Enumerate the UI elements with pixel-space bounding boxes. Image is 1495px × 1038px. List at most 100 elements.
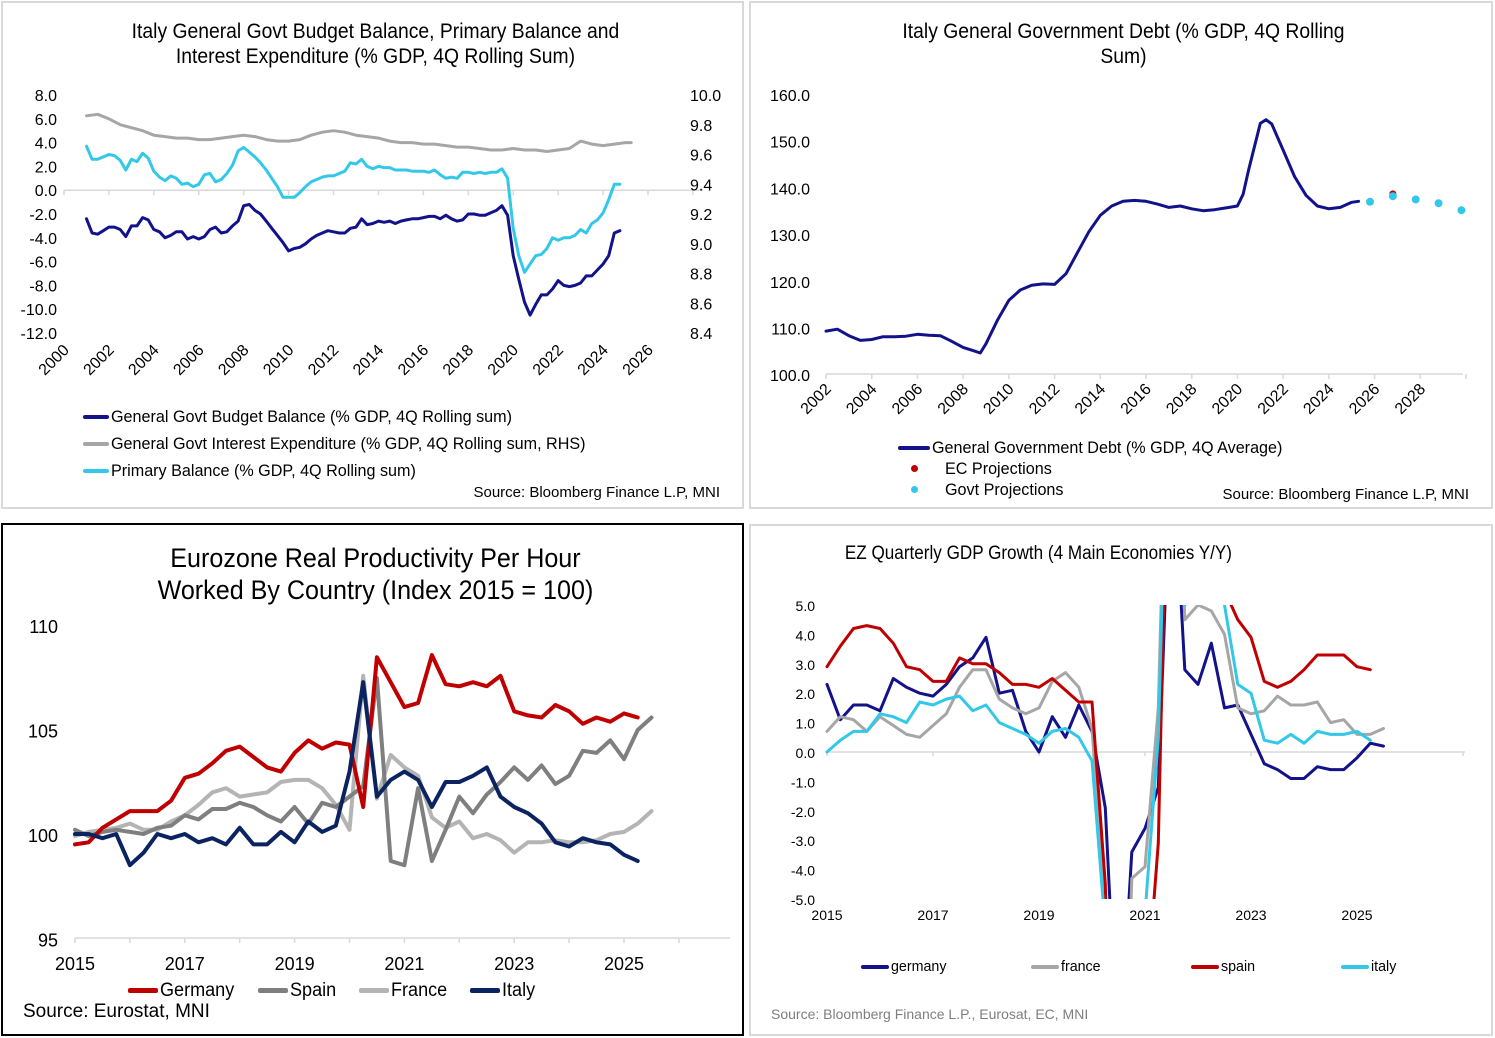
x-tick-label: 2016 xyxy=(395,342,432,379)
y-tick-label: 110.0 xyxy=(771,322,810,339)
x-tick-label: 2023 xyxy=(494,954,534,974)
y-tick-label: -4.0 xyxy=(29,231,57,248)
x-tick-label: 2015 xyxy=(55,954,95,974)
y-tick-label: 2.0 xyxy=(35,159,57,176)
y-tick-label: -8.0 xyxy=(29,278,57,295)
x-tick-label: 2010 xyxy=(260,342,297,379)
legend-line-icon xyxy=(128,988,158,993)
series-line-primary-balance xyxy=(85,144,622,274)
y-tick-label: 100 xyxy=(28,826,58,846)
legend-line-icon xyxy=(1341,964,1369,969)
chart-legend: General Government Debt (% GDP, 4Q Avera… xyxy=(898,437,1301,500)
legend-line-icon xyxy=(1031,964,1059,969)
govt-projection-point xyxy=(1388,192,1397,201)
govt-projection-point xyxy=(1366,197,1374,206)
series-line-italy xyxy=(825,605,1372,899)
x-tick-label: 2016 xyxy=(1118,381,1155,418)
legend-dot-icon xyxy=(911,465,918,472)
x-tick-label: 2022 xyxy=(1255,381,1292,418)
x-tick-label: 2021 xyxy=(1129,907,1160,923)
x-tick-label: 2023 xyxy=(1235,907,1266,923)
chart-title: Italy General Govt Budget Balance, Prima… xyxy=(131,20,620,69)
y-tick-label: 140.0 xyxy=(770,181,810,198)
y2-tick-label: 9.0 xyxy=(690,237,712,254)
legend-item-govt-projections: Govt Projections xyxy=(898,479,1301,500)
x-tick-label: 2006 xyxy=(889,381,926,418)
chart-source: Source: Bloomberg Finance L.P, MNI xyxy=(473,484,720,501)
y-tick-label: 8.0 xyxy=(35,88,57,105)
chart-legend: Germany Spain France Italy xyxy=(128,977,537,1004)
chart-legend: germany france spain italy xyxy=(861,953,1398,980)
legend-line-icon xyxy=(258,988,289,993)
y2-tick-label: 9.8 xyxy=(690,118,712,135)
x-tick-label: 2025 xyxy=(1341,907,1372,923)
legend-item-spain: Spain xyxy=(258,977,339,1004)
y-tick-label: 160.0 xyxy=(770,88,810,105)
y-tick-label: 105 xyxy=(28,722,58,742)
legend-line-icon xyxy=(83,468,109,473)
x-tick-label: 2019 xyxy=(275,954,315,974)
legend-dot-icon xyxy=(911,486,918,493)
y-tick-label: 110 xyxy=(29,617,58,637)
series-line-budget-balance xyxy=(85,203,622,317)
y2-tick-label: 8.8 xyxy=(690,267,712,284)
chart-title: Eurozone Real Productivity Per Hour Work… xyxy=(157,543,594,606)
x-tick-label: 2015 xyxy=(811,907,842,923)
y-tick-label: 3.0 xyxy=(796,657,816,673)
legend-line-icon xyxy=(898,445,930,450)
chart-legend: General Govt Budget Balance (% GDP, 4Q R… xyxy=(83,403,611,484)
series-line-italy xyxy=(73,680,640,868)
series-line-spain xyxy=(825,605,1372,899)
x-tick-label: 2017 xyxy=(917,907,948,923)
chart-source: Source: Bloomberg Finance L.P., Eurosat,… xyxy=(771,1006,1089,1022)
y-tick-label: -3.0 xyxy=(791,833,815,849)
x-tick-label: 2026 xyxy=(620,342,657,379)
y2-tick-label: 10.0 xyxy=(690,88,721,105)
x-tick-label: 2025 xyxy=(604,954,644,974)
y-tick-label: 150.0 xyxy=(770,135,810,152)
chart-source: Source: Eurostat, MNI xyxy=(23,1001,210,1022)
y-tick-label: 5.0 xyxy=(796,598,816,614)
series-line-germany xyxy=(825,605,1385,899)
y-tick-label: -1.0 xyxy=(791,774,815,790)
y-tick-label: -2.0 xyxy=(29,207,57,224)
legend-line-icon xyxy=(469,988,500,993)
x-tick-label: 2002 xyxy=(798,381,835,418)
y-tick-label: 0.0 xyxy=(35,183,57,200)
legend-line-icon xyxy=(358,988,389,993)
series-line-france xyxy=(825,605,1385,899)
y-tick-label: 1.0 xyxy=(796,716,816,732)
x-tick-label: 2010 xyxy=(980,381,1017,418)
x-tick-label: 2018 xyxy=(440,342,477,379)
gdp-growth-chart-panel: EZ Quarterly GDP Growth (4 Main Economie… xyxy=(749,524,1493,1036)
y2-tick-label: 9.6 xyxy=(690,148,712,165)
x-tick-label: 2004 xyxy=(125,342,162,379)
x-tick-label: 2004 xyxy=(843,381,880,418)
chart-title: Italy General Government Debt (% GDP, 4Q… xyxy=(902,20,1345,69)
y-tick-label: 0.0 xyxy=(796,745,816,761)
legend-item-france: France xyxy=(358,977,450,1004)
y2-tick-label: 9.4 xyxy=(690,177,712,194)
y-tick-label: -6.0 xyxy=(29,255,57,272)
y2-tick-label: 8.4 xyxy=(690,326,712,343)
legend-line-icon xyxy=(1191,964,1219,969)
x-tick-label: 2000 xyxy=(36,342,73,379)
x-tick-label: 2006 xyxy=(170,342,207,379)
govt-projection-point xyxy=(1434,199,1443,208)
govt-projection-point xyxy=(1457,206,1466,215)
y2-tick-label: 9.2 xyxy=(690,207,712,224)
legend-line-icon xyxy=(83,414,109,419)
y-tick-label: -12.0 xyxy=(21,326,58,343)
x-tick-label: 2008 xyxy=(215,342,252,379)
x-tick-label: 2028 xyxy=(1392,381,1429,418)
legend-line-icon xyxy=(83,441,109,446)
y-tick-label: -2.0 xyxy=(791,804,815,820)
y-tick-label: 6.0 xyxy=(35,112,57,129)
x-tick-label: 2026 xyxy=(1346,381,1383,418)
series-line-govt-debt xyxy=(824,118,1361,355)
y-tick-label: 100.0 xyxy=(770,368,810,385)
x-tick-label: 2022 xyxy=(530,342,567,379)
legend-item-interest-expenditure: General Govt Interest Expenditure (% GDP… xyxy=(83,430,611,457)
legend-item-spain: spain xyxy=(1191,953,1341,980)
x-tick-label: 2012 xyxy=(305,342,342,379)
